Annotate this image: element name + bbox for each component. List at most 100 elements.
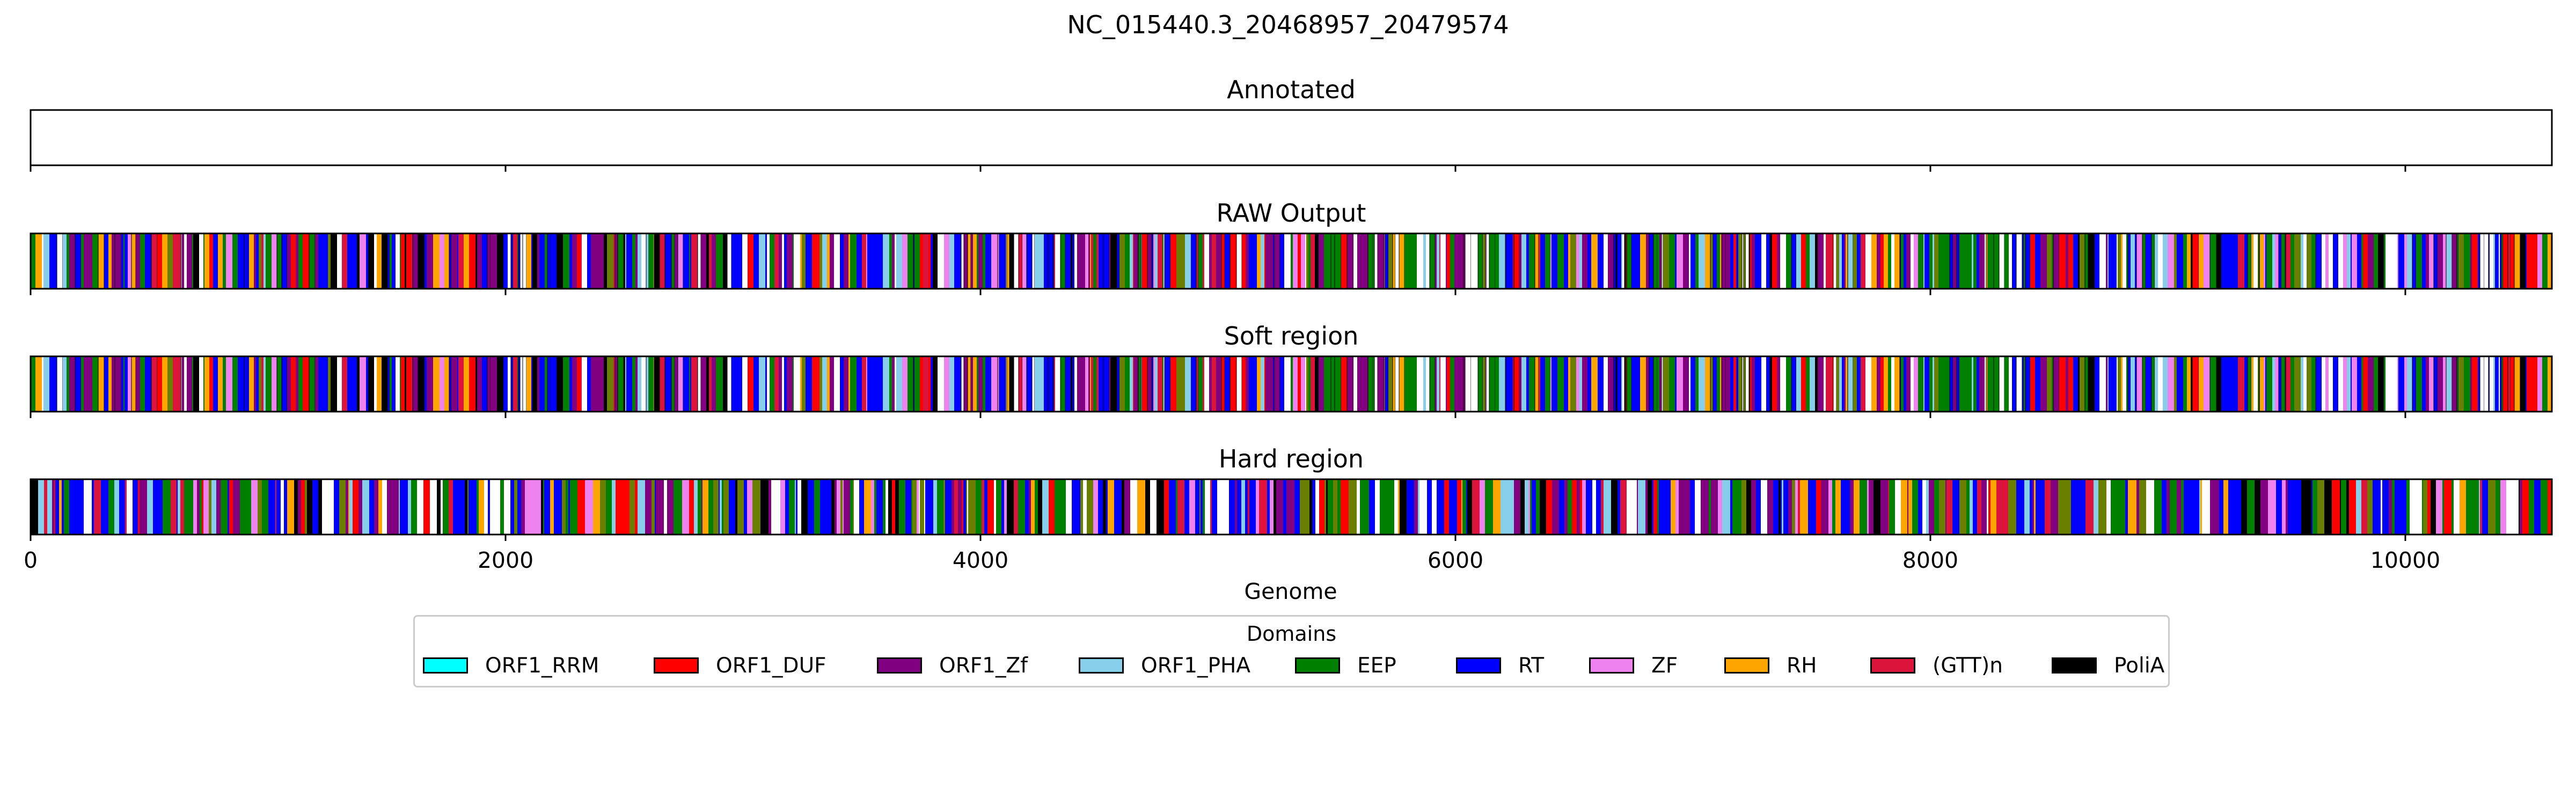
domain-stripe [2290, 233, 2292, 289]
domain-stripe [2511, 356, 2514, 412]
domain-stripe [759, 233, 765, 289]
domain-stripe [2384, 233, 2385, 289]
domain-stripe [2032, 479, 2034, 535]
domain-stripe [1060, 356, 1065, 412]
domain-stripe [525, 479, 528, 535]
domain-stripe [1988, 479, 1990, 535]
domain-stripe [1591, 356, 1598, 412]
domain-stripe [785, 479, 789, 535]
domain-stripe [1347, 356, 1353, 412]
domain-stripe [1677, 233, 1683, 289]
domain-stripe [795, 479, 796, 535]
domain-stripe [1410, 356, 1417, 412]
domain-stripe [1657, 233, 1659, 289]
domain-stripe [2501, 233, 2503, 289]
domain-stripe [2118, 233, 2121, 289]
domain-stripe [287, 356, 291, 412]
domain-stripe [1274, 479, 1276, 535]
domain-stripe [564, 233, 569, 289]
domain-stripe [1065, 356, 1071, 412]
domain-stripe [1533, 356, 1535, 412]
domain-stripe [1539, 233, 1540, 289]
panel-title: RAW Output [1217, 199, 1366, 228]
domain-stripe [2279, 356, 2281, 412]
domain-stripe [1618, 479, 1620, 535]
domain-stripe [563, 356, 564, 412]
domain-stripe [2036, 479, 2039, 535]
domain-stripe [1755, 356, 1761, 412]
domain-stripe [382, 356, 387, 412]
domain-stripe [919, 479, 920, 535]
domain-stripe [2472, 356, 2478, 412]
domain-stripe [753, 356, 759, 412]
domain-stripe [298, 356, 303, 412]
domain-stripe [840, 233, 844, 289]
domain-stripe [848, 233, 850, 289]
domain-stripe [1929, 356, 1933, 412]
domain-stripe [349, 479, 353, 535]
domain-stripe [75, 233, 81, 289]
domain-stripe [2085, 233, 2088, 289]
domain-stripe [2004, 479, 2008, 535]
domain-stripe [430, 479, 437, 535]
domain-stripe [444, 233, 449, 289]
domain-stripe [933, 356, 938, 412]
domain-stripe [2117, 356, 2118, 412]
domain-stripe [2363, 233, 2368, 289]
domain-stripe [184, 479, 187, 535]
domain-stripe [691, 233, 698, 289]
domain-stripe [347, 356, 352, 412]
domain-stripe [400, 356, 401, 412]
domain-stripe [309, 233, 315, 289]
domain-stripe [1256, 479, 1259, 535]
domain-stripe [1158, 233, 1162, 289]
panel-2: Soft region [30, 321, 2553, 418]
domain-stripe [2457, 233, 2458, 289]
domain-stripe [653, 233, 654, 289]
domain-stripe [1841, 479, 1842, 535]
domain-stripe [731, 356, 737, 412]
domain-stripe [1198, 233, 1203, 289]
domain-stripe [1423, 356, 1426, 412]
domain-stripe [2223, 356, 2228, 412]
domain-stripe [701, 356, 706, 412]
domain-stripe [1230, 233, 1236, 289]
domain-stripe [1103, 479, 1106, 535]
domain-stripe [1435, 233, 1437, 289]
domain-stripe [1212, 233, 1216, 289]
domain-stripe [440, 233, 444, 289]
domain-stripe [1329, 356, 1331, 412]
domain-stripe [249, 233, 254, 289]
domain-stripe [223, 356, 226, 412]
domain-stripe [889, 233, 892, 289]
domain-stripe [877, 233, 883, 289]
domain-stripe [1110, 356, 1117, 412]
domain-stripe [572, 233, 577, 289]
domain-stripe [1738, 356, 1742, 412]
domain-stripe [2264, 356, 2265, 412]
x-tick-label: 0 [24, 547, 38, 573]
domain-stripe [1604, 356, 1608, 412]
domain-stripe [902, 356, 908, 412]
domain-stripe [2548, 479, 2552, 535]
domain-stripe [277, 233, 282, 289]
domain-stripe [184, 356, 187, 412]
domain-stripe [1908, 479, 1912, 535]
domain-stripe [793, 356, 794, 412]
domain-stripe [1977, 356, 1978, 412]
domain-stripe [638, 233, 641, 289]
domain-stripe [1994, 233, 1999, 289]
domain-stripe [1165, 233, 1170, 289]
domain-stripe [2258, 233, 2259, 289]
domain-stripe [2177, 479, 2181, 535]
domain-stripe [954, 233, 955, 289]
domain-stripe [1103, 356, 1109, 412]
domain-stripe [2235, 479, 2241, 535]
domain-stripe [2416, 233, 2422, 289]
domain-stripe [1653, 233, 1657, 289]
domain-stripe [1853, 356, 1857, 412]
domain-stripe [451, 233, 457, 289]
domain-stripe [1608, 233, 1614, 289]
domain-stripe [477, 356, 482, 412]
domain-stripe [520, 233, 523, 289]
